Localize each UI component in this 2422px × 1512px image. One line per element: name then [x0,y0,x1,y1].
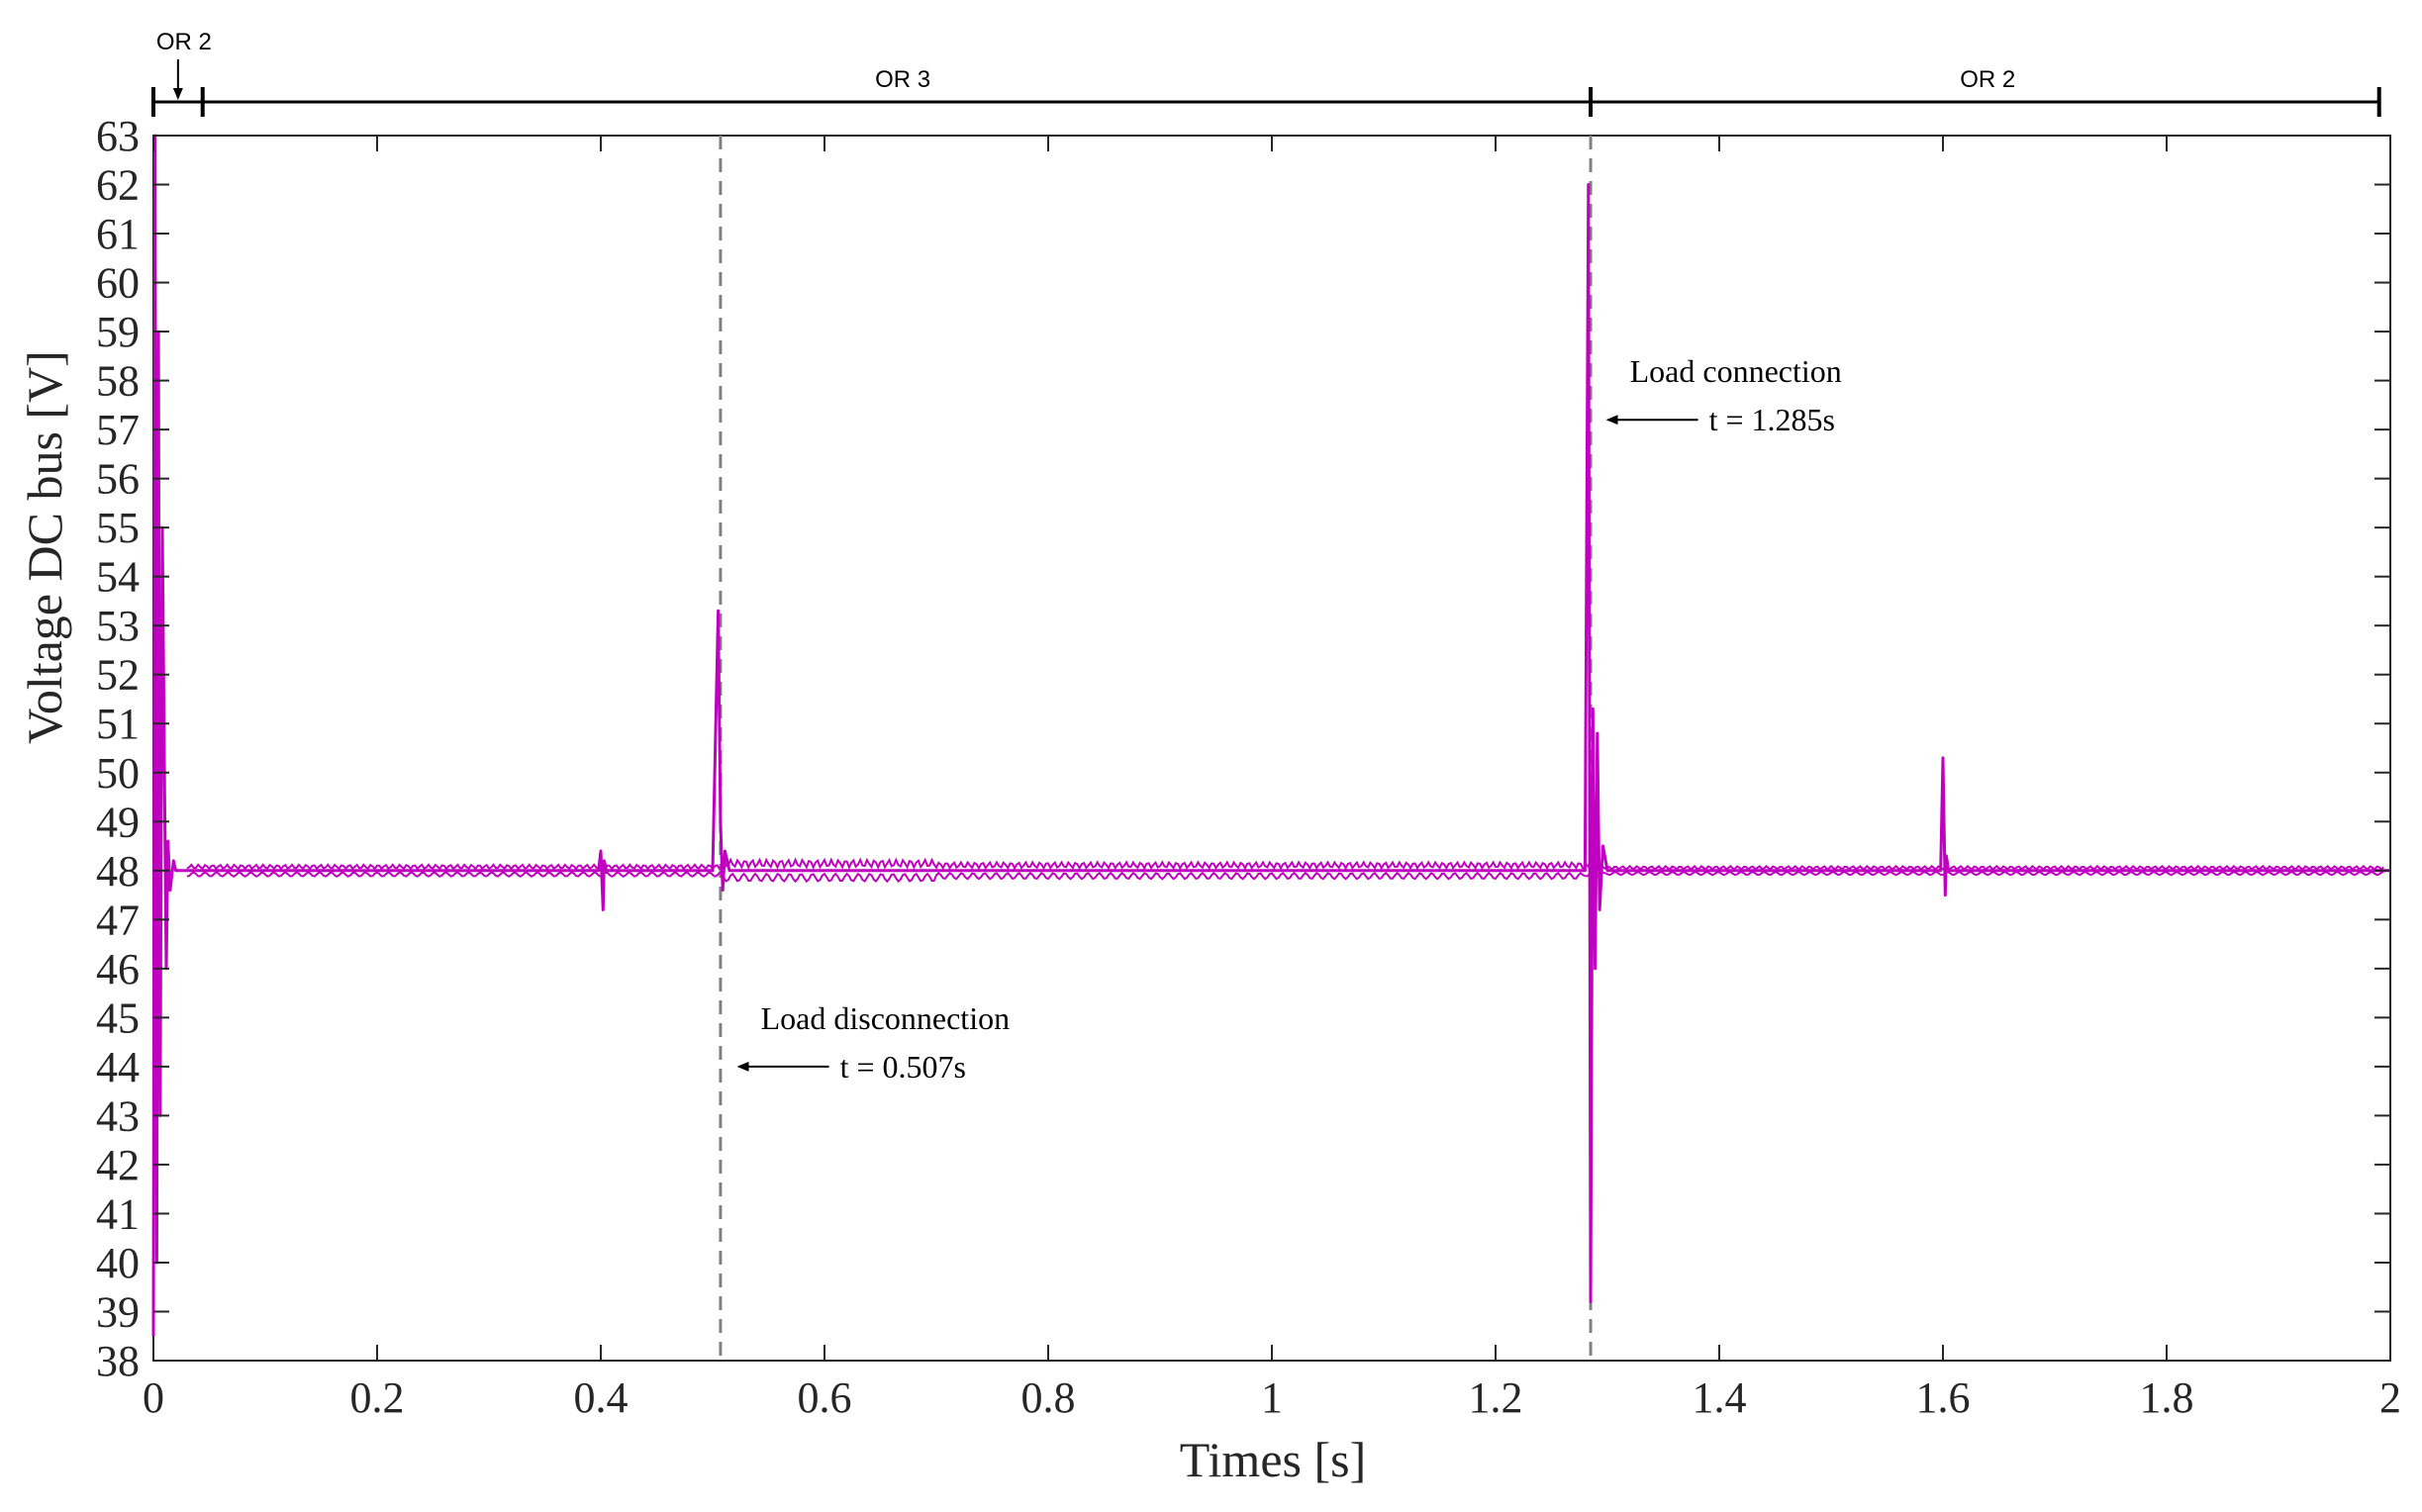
annotation-time: t = 0.507s [840,1049,966,1085]
x-tick-label: 0.4 [574,1373,629,1422]
y-tick-label: 43 [96,1091,140,1140]
mode-label: OR 2 [156,29,212,55]
y-tick-label: 38 [96,1337,140,1385]
annotation-title: Load connection [1630,353,1842,389]
mode-label: OR 2 [1960,66,2015,93]
y-tick-label: 60 [96,259,140,308]
x-tick-label: 1.2 [1469,1373,1523,1422]
annotations: Load disconnection t = 0.507s Load connect… [736,353,1842,1085]
y-tick-label: 39 [96,1287,140,1336]
x-tick-label: 1.8 [2140,1373,2194,1422]
annotation-title: Load disconnection [761,1000,1010,1036]
y-tick-label: 54 [96,553,140,602]
y-tick-label: 45 [96,993,140,1042]
y-tick-label: 49 [96,798,140,846]
x-tick-label: 0 [143,1373,164,1422]
mode-label: OR 3 [875,66,930,93]
x-axis-ticks: 0 0.2 0.4 0.6 0.8 1 1.2 1.4 1.6 1.8 2 [143,136,2401,1422]
y-tick-label: 62 [96,161,140,210]
x-tick-label: 2 [2379,1373,2401,1422]
plot-frame [152,135,2391,1362]
y-tick-label: 56 [96,455,140,504]
y-tick-label: 55 [96,504,140,552]
y-tick-label: 63 [96,112,140,160]
y-tick-label: 51 [96,700,140,748]
annotation-time: t = 1.285s [1709,402,1835,437]
y-tick-label: 50 [96,749,140,798]
y-tick-label: 41 [96,1189,140,1238]
x-tick-label: 1 [1261,1373,1283,1422]
x-tick-label: 1.6 [1916,1373,1971,1422]
y-tick-label: 58 [96,357,140,406]
series-line [151,134,2390,1337]
x-tick-label: 0.2 [350,1373,405,1422]
x-tick-label: 0.8 [1021,1373,1076,1422]
x-tick-label: 0.6 [798,1373,852,1422]
y-axis-title: Voltage DC bus [V] [17,350,72,744]
plot-area [151,134,2391,1362]
y-tick-label: 47 [96,896,140,944]
x-tick-label: 1.4 [1693,1373,1747,1422]
y-tick-label: 48 [96,847,140,896]
operating-mode-bar: OR 2 OR 3 OR 2 [151,29,2381,117]
y-tick-label: 52 [96,651,140,700]
series-noise-upper [186,857,2384,871]
y-axis-ticks: 3839404142434445464748495051525354555657… [96,112,2390,1385]
y-tick-label: 59 [96,308,140,356]
series-noise-lower [186,870,2384,884]
y-tick-label: 46 [96,945,140,993]
y-tick-label: 40 [96,1239,140,1287]
y-tick-label: 42 [96,1141,140,1189]
y-tick-label: 44 [96,1043,140,1091]
y-tick-label: 53 [96,602,140,650]
x-axis-title: Times [s] [1180,1432,1366,1487]
y-tick-label: 61 [96,210,140,258]
y-tick-label: 57 [96,406,140,454]
